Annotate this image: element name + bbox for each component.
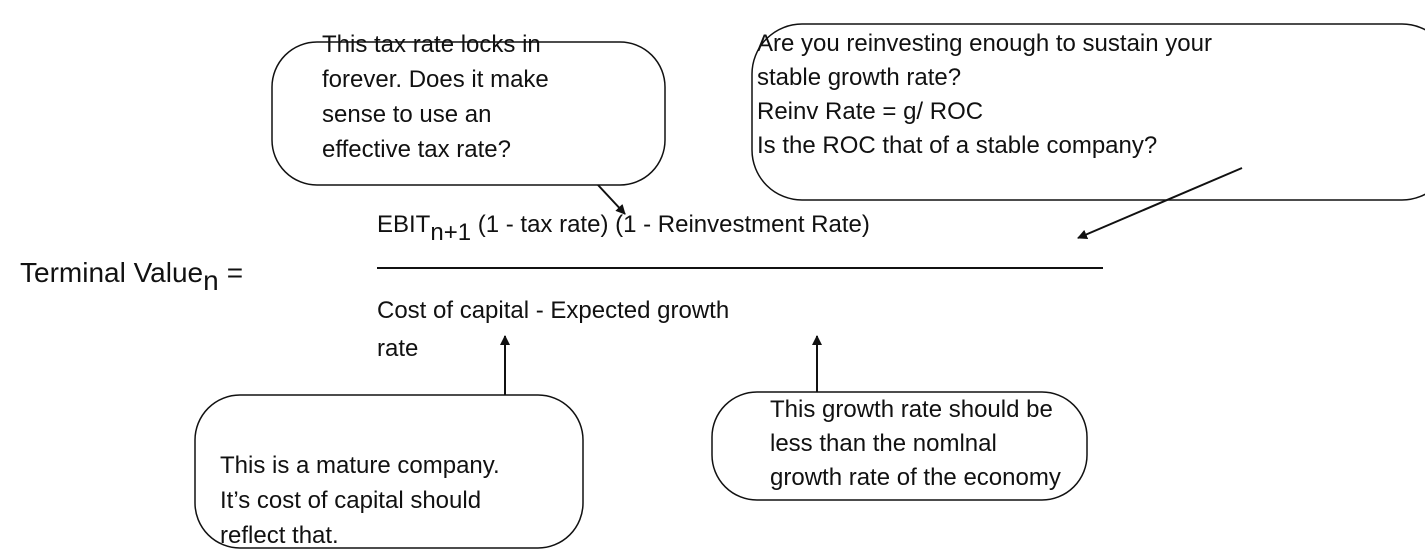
callout-text: effective tax rate? xyxy=(322,136,511,163)
callout-box xyxy=(711,391,1088,501)
callout-text: forever. Does it make xyxy=(322,66,549,93)
callout-text: Reinv Rate = g/ ROC xyxy=(757,98,983,125)
arrow xyxy=(597,184,626,215)
formula-lhs: Terminal Valuen = xyxy=(20,257,243,296)
callout-box xyxy=(194,394,584,549)
denominator: Cost of capital - Expected growth xyxy=(377,297,729,324)
arrow xyxy=(1077,167,1243,240)
callout-text: stable growth rate? xyxy=(757,64,961,91)
callout-text: This growth rate should be xyxy=(770,396,1053,423)
callout-text: sense to use an xyxy=(322,101,491,128)
callout-text: It’s cost of capital should xyxy=(220,487,481,514)
callout-box xyxy=(271,41,666,186)
callout-text: growth rate of the economy xyxy=(770,464,1061,491)
denominator: rate xyxy=(377,335,418,362)
callout-text: less than the nomlnal xyxy=(770,430,997,457)
callout-text: Is the ROC that of a stable company? xyxy=(757,132,1157,159)
callout-text: reflect that. xyxy=(220,522,339,549)
callout-text: Are you reinvesting enough to sustain yo… xyxy=(757,30,1212,57)
numerator: EBITn+1 (1 - tax rate) (1 - Reinvestment… xyxy=(377,211,870,246)
callout-text: This tax rate locks in xyxy=(322,31,541,58)
callout-box xyxy=(751,23,1425,201)
callout-text: This is a mature company. xyxy=(220,452,500,479)
